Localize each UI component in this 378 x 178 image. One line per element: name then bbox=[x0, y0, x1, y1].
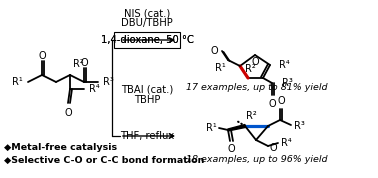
Text: R⁴: R⁴ bbox=[89, 84, 100, 94]
Text: O: O bbox=[64, 108, 72, 118]
Text: 1,4-dioxane, 50 °C: 1,4-dioxane, 50 °C bbox=[101, 35, 194, 45]
Text: ◆Metal-free catalysis: ◆Metal-free catalysis bbox=[4, 143, 117, 151]
Text: 17 examples, up to 81% yield: 17 examples, up to 81% yield bbox=[186, 83, 328, 93]
Text: R¹: R¹ bbox=[215, 63, 226, 73]
Text: R³: R³ bbox=[294, 121, 305, 131]
Polygon shape bbox=[228, 124, 245, 131]
Text: O: O bbox=[80, 58, 88, 68]
Text: O: O bbox=[269, 143, 277, 153]
Text: THF, reflux: THF, reflux bbox=[120, 131, 174, 141]
Text: 1,4-dioxane, 50 °C: 1,4-dioxane, 50 °C bbox=[101, 35, 194, 45]
Text: ◆Selective C-O or C-C bond formation: ◆Selective C-O or C-C bond formation bbox=[4, 156, 204, 164]
Text: R²: R² bbox=[73, 59, 84, 69]
Text: R²: R² bbox=[245, 64, 256, 74]
Text: O: O bbox=[211, 46, 218, 56]
Text: R²: R² bbox=[246, 111, 257, 121]
Text: NIS (cat.): NIS (cat.) bbox=[124, 8, 170, 18]
Text: R³: R³ bbox=[103, 77, 114, 87]
Text: TBAI (cat.): TBAI (cat.) bbox=[121, 85, 173, 95]
Text: 18 examples, up to 96% yield: 18 examples, up to 96% yield bbox=[186, 155, 328, 164]
Text: O: O bbox=[277, 96, 285, 106]
Text: R⁴: R⁴ bbox=[279, 60, 290, 70]
FancyBboxPatch shape bbox=[114, 32, 180, 48]
Text: R¹: R¹ bbox=[206, 123, 217, 133]
Text: R⁴: R⁴ bbox=[281, 138, 292, 148]
Text: O: O bbox=[268, 99, 276, 109]
Text: O: O bbox=[38, 51, 46, 61]
Text: DBU/TBHP: DBU/TBHP bbox=[121, 18, 173, 28]
Text: R¹: R¹ bbox=[12, 77, 23, 87]
Text: O: O bbox=[251, 57, 259, 67]
Text: TBHP: TBHP bbox=[134, 95, 160, 105]
Text: R³: R³ bbox=[282, 78, 293, 88]
Text: O: O bbox=[227, 144, 235, 154]
